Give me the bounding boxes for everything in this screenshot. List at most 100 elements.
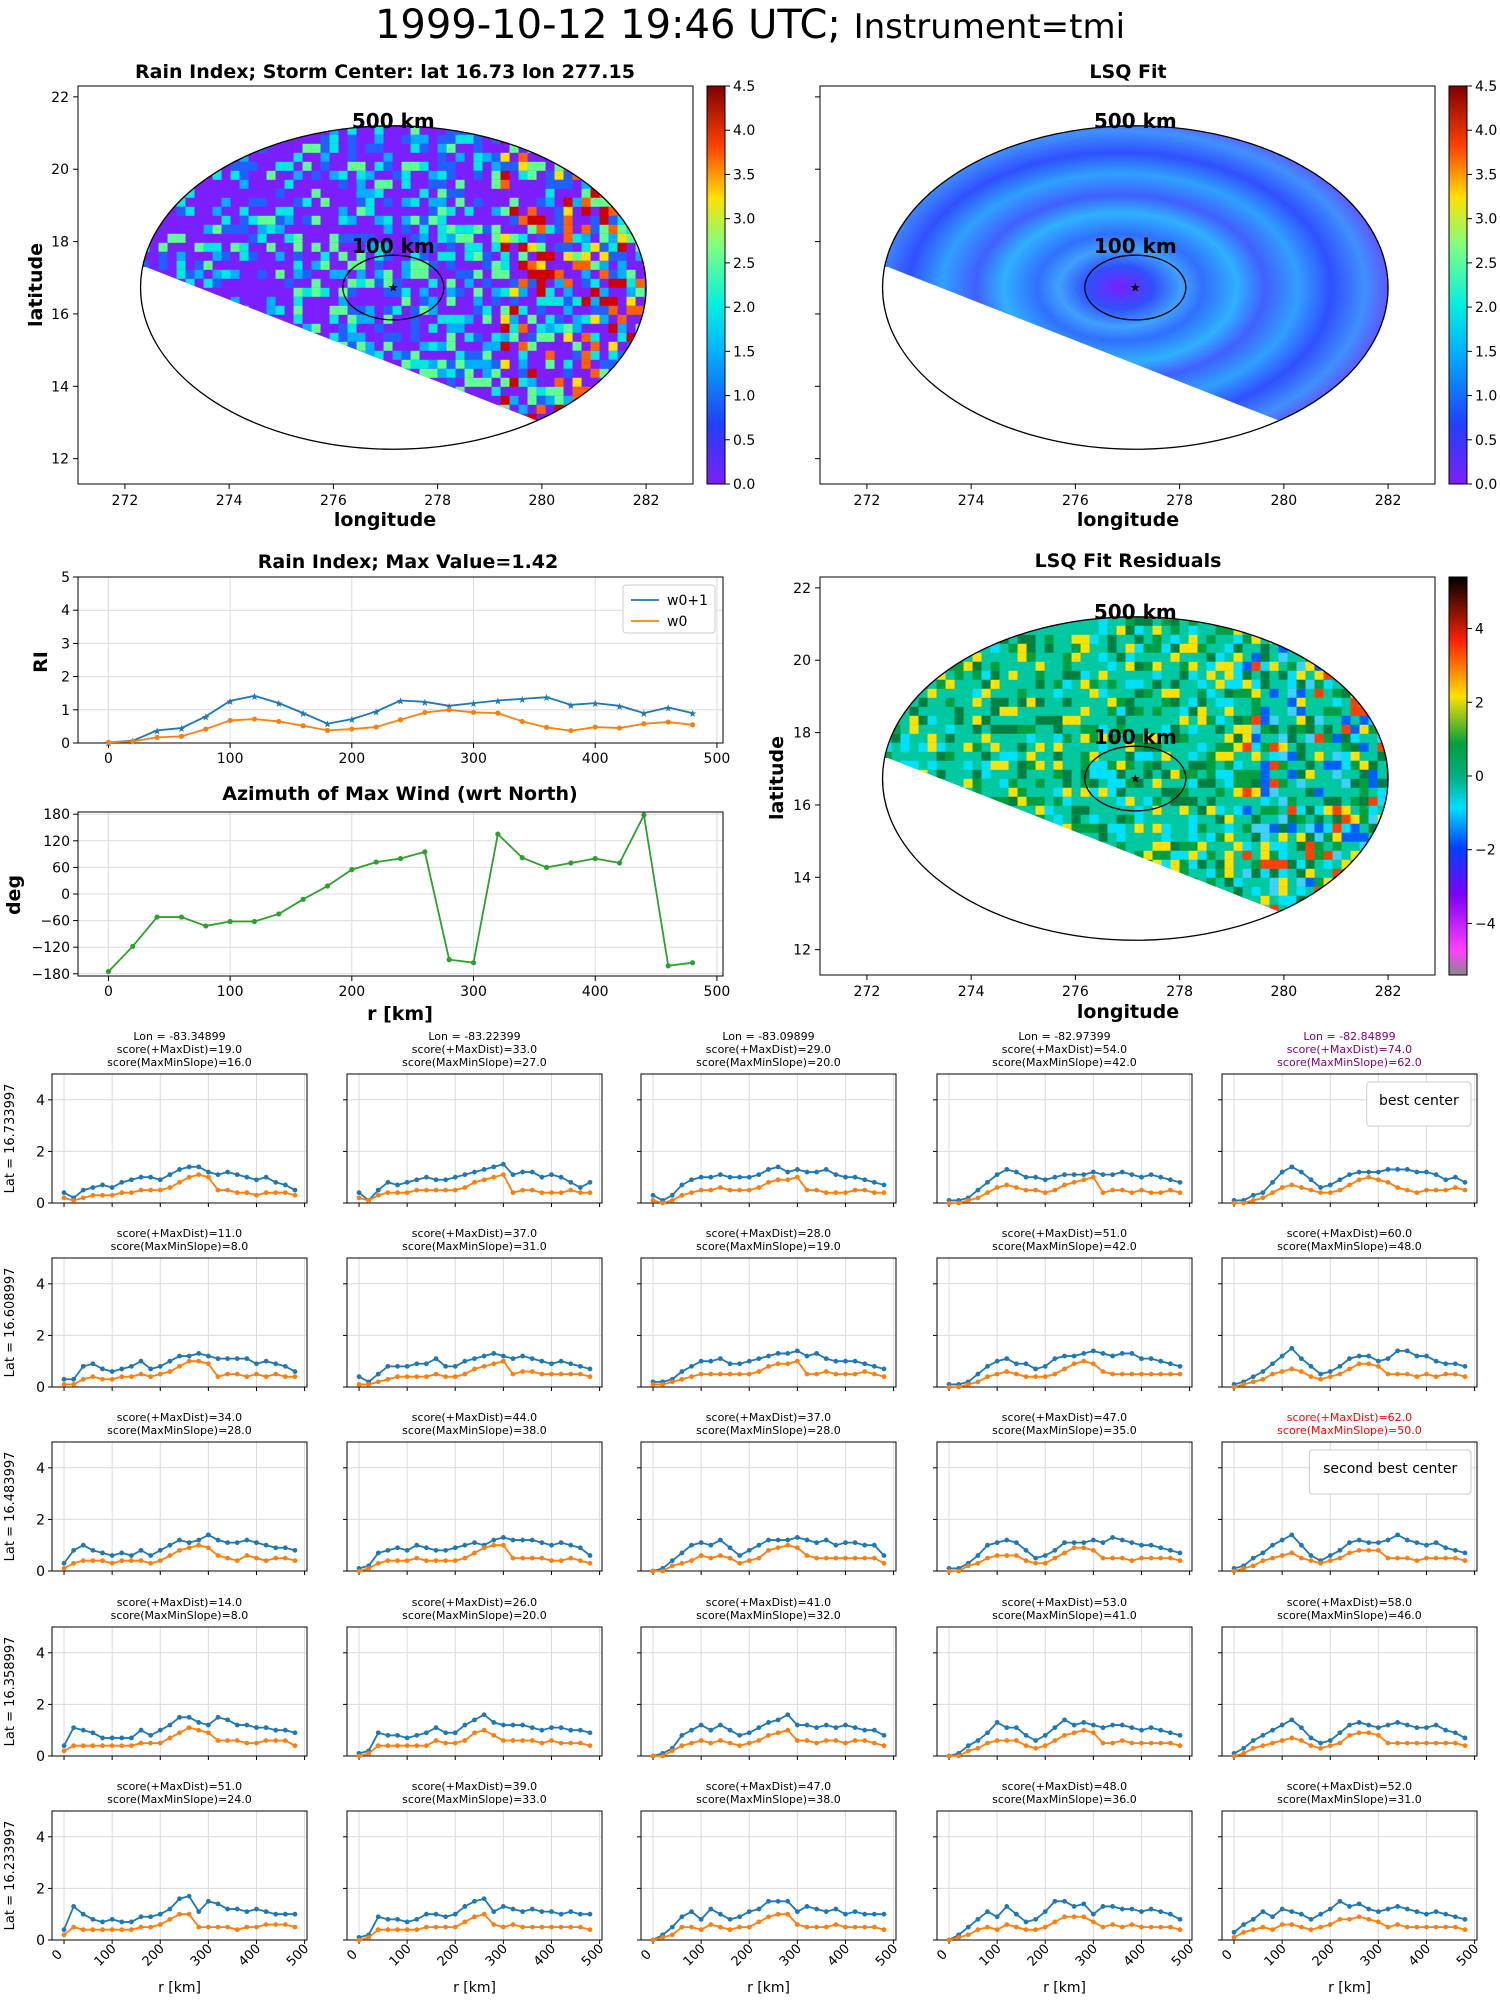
data-point — [1395, 1904, 1401, 1909]
data-point — [1090, 1361, 1096, 1367]
x-tick-label: 300 — [460, 751, 487, 767]
data-point — [292, 1743, 298, 1749]
data-point — [300, 896, 306, 902]
data-point — [373, 859, 379, 865]
y-tick-label: 60 — [52, 860, 70, 876]
data-point — [186, 1725, 192, 1731]
data-point — [520, 1169, 526, 1175]
data-point — [794, 1722, 800, 1728]
data-point — [1052, 1919, 1058, 1925]
panel-r1-c4: score(+MaxDist)=60.0score(MaxMinSlope)=4… — [1218, 1227, 1478, 1391]
data-point — [577, 1185, 583, 1190]
data-point — [196, 1542, 202, 1548]
data-point — [1260, 1550, 1266, 1556]
panel-score-maxdist: score(+MaxDist)=74.0 — [1287, 1043, 1412, 1056]
data-point — [1119, 1906, 1125, 1912]
data-point — [1347, 1550, 1352, 1556]
data-point — [1298, 1169, 1304, 1175]
data-point — [833, 1738, 839, 1743]
data-point — [1241, 1929, 1247, 1935]
data-point — [727, 1555, 733, 1561]
data-point — [61, 1927, 67, 1933]
data-point — [862, 1177, 868, 1183]
data-point — [1139, 1187, 1144, 1193]
data-point — [452, 1740, 458, 1746]
data-point — [395, 1743, 400, 1749]
data-point — [282, 1190, 288, 1196]
panel-score-maxdist: score(+MaxDist)=62.0 — [1287, 1411, 1412, 1424]
data-point — [1231, 1935, 1237, 1940]
data-point — [1424, 1353, 1429, 1359]
legend: w0+1w0 — [622, 584, 716, 634]
data-point — [1100, 1190, 1106, 1196]
data-point — [1279, 1722, 1285, 1728]
data-point — [510, 1537, 516, 1543]
resid-map-ylabel: latitude — [766, 736, 788, 820]
data-point — [263, 1542, 269, 1548]
data-point — [558, 1358, 564, 1364]
data-point — [519, 718, 525, 725]
data-point — [1318, 1376, 1324, 1382]
data-point — [177, 1179, 182, 1185]
data-point — [90, 1192, 96, 1198]
data-point — [1081, 1901, 1087, 1907]
data-point — [282, 1922, 288, 1927]
data-point — [520, 1353, 526, 1359]
data-point — [1443, 1371, 1449, 1377]
data-point — [794, 1738, 800, 1743]
data-point — [814, 1371, 820, 1377]
data-point — [871, 1911, 877, 1917]
data-point — [443, 1924, 449, 1930]
data-point — [1270, 1361, 1275, 1367]
panel-score-maxdist: score(+MaxDist)=47.0 — [1002, 1411, 1127, 1424]
data-point — [1424, 1555, 1429, 1561]
data-point — [244, 1537, 250, 1543]
panel-score-maxminslope: score(MaxMinSlope)=31.0 — [1277, 1793, 1422, 1806]
data-point — [975, 1379, 981, 1385]
data-point — [539, 1174, 545, 1180]
data-point — [1023, 1174, 1029, 1180]
data-point: ★ — [518, 695, 527, 706]
data-point — [1042, 1363, 1048, 1369]
data-point — [404, 1547, 410, 1553]
data-point — [1375, 1909, 1381, 1915]
data-point — [215, 1924, 221, 1930]
data-point — [500, 1924, 506, 1930]
colorbar-tick-label: 1.5 — [1475, 344, 1497, 360]
data-point — [756, 1172, 762, 1178]
data-point — [1081, 1358, 1087, 1364]
data-point — [234, 1558, 240, 1564]
data-point — [1385, 1740, 1391, 1746]
data-point — [472, 1356, 477, 1362]
data-point — [698, 1738, 704, 1743]
data-point — [568, 1361, 574, 1367]
data-point — [244, 1190, 250, 1196]
data-point — [1090, 1537, 1096, 1543]
data-point — [994, 1720, 1000, 1725]
data-point — [90, 1558, 96, 1564]
data-point — [385, 1916, 391, 1922]
data-point — [177, 1896, 182, 1902]
data-point — [1462, 1550, 1468, 1556]
panel-frame — [51, 1810, 308, 1941]
data-point — [80, 1187, 86, 1193]
data-point — [244, 1924, 250, 1930]
x-tick-label: 200 — [435, 1941, 463, 1969]
data-point — [746, 1558, 752, 1564]
data-point — [1424, 1169, 1429, 1175]
data-point — [128, 1558, 134, 1564]
data-point — [708, 1187, 714, 1193]
lon-tick-label: 282 — [1375, 493, 1402, 509]
data-point — [587, 1560, 593, 1566]
data-point — [276, 718, 282, 725]
data-point — [1337, 1177, 1343, 1183]
data-point — [1167, 1730, 1173, 1736]
x-tick-label: 400 — [1406, 1941, 1434, 1969]
panel-score-maxdist: score(+MaxDist)=52.0 — [1287, 1780, 1412, 1793]
data-point — [433, 1558, 439, 1564]
data-point — [157, 1371, 163, 1377]
data-point — [881, 1927, 887, 1933]
data-point — [669, 1379, 675, 1385]
data-point — [375, 1192, 381, 1198]
panel-score-maxminslope: score(MaxMinSlope)=16.0 — [107, 1056, 252, 1069]
